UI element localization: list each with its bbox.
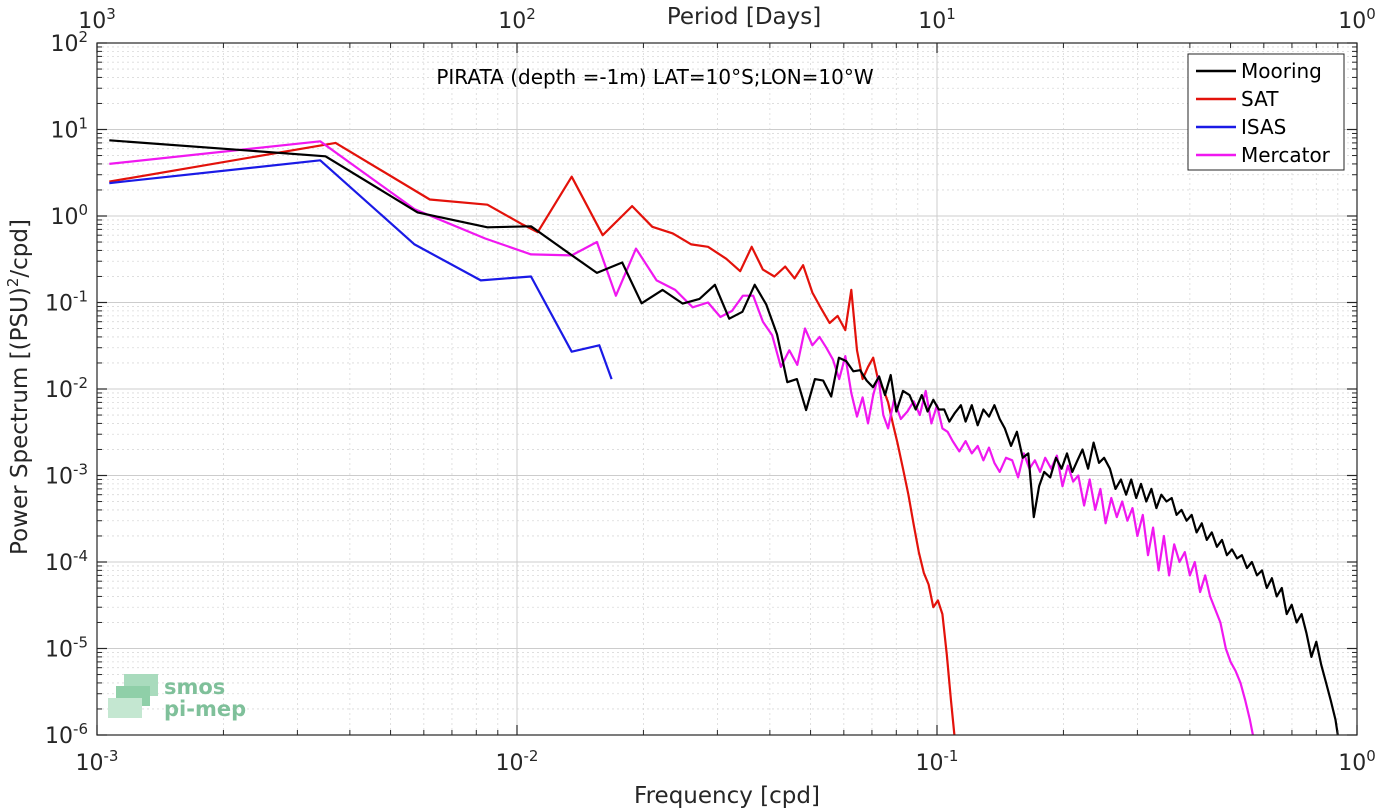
- y-tick-label-base: 10: [45, 638, 73, 663]
- y-axis-label-tail: /cpd]: [7, 219, 33, 278]
- y-tick-label: 10-2: [45, 374, 88, 403]
- y-tick-label: 10-3: [45, 461, 88, 490]
- x-axis-label: Frequency [cpd]: [634, 783, 820, 809]
- top-tick-label-base: 10: [498, 9, 526, 34]
- series-line-mooring: [109, 139, 1339, 735]
- y-tick-label-exponent: -4: [73, 547, 88, 565]
- y-tick-label-exponent: -6: [73, 720, 88, 738]
- top-tick-label: 100: [1338, 5, 1376, 34]
- y-tick-label-base: 10: [45, 551, 73, 576]
- y-tick-label-exponent: -1: [73, 288, 88, 306]
- x-tick-label-base: 10: [916, 751, 944, 776]
- x-tick-label-exponent: 0: [1366, 747, 1376, 765]
- legend-label-sat: SAT: [1241, 87, 1279, 111]
- x-tick-label: 10-1: [916, 747, 959, 776]
- legend-label-isas: ISAS: [1241, 115, 1286, 139]
- series-line-isas: [109, 159, 613, 380]
- y-tick-label-base: 10: [50, 32, 78, 57]
- series-line-sat: [109, 141, 956, 735]
- y-tick-label: 10-5: [45, 634, 88, 663]
- legend-label-mercator: Mercator: [1241, 143, 1331, 167]
- x-tick-label-exponent: -3: [104, 747, 119, 765]
- chart-title: PIRATA (depth =-1m) LAT=10°S;LON=10°W: [436, 65, 874, 89]
- top-tick-label-base: 10: [1338, 9, 1366, 34]
- x-tick-label-exponent: -1: [944, 747, 959, 765]
- smos-pi-mep-logo: smos pi-mep: [108, 674, 246, 721]
- x-tick-label-base: 10: [496, 751, 524, 776]
- x-tick-label: 100: [1338, 747, 1376, 776]
- y-tick-label-base: 10: [50, 119, 78, 144]
- y-tick-label: 10-1: [45, 288, 88, 317]
- top-tick-label-base: 10: [918, 9, 946, 34]
- top-tick-label-exponent: 1: [946, 5, 956, 23]
- x-tick-label: 10-2: [496, 747, 539, 776]
- series-line-mercator: [109, 140, 1254, 735]
- legend-box: [1187, 53, 1345, 171]
- y-axis-label: Power Spectrum [(PSU)2/cpd]: [4, 219, 33, 555]
- y-tick-label-exponent: -3: [73, 461, 88, 479]
- top-tick-label: 102: [498, 5, 536, 34]
- y-tick-label-exponent: 1: [78, 115, 88, 133]
- x-tick-label: 10-3: [76, 747, 119, 776]
- y-tick-label-exponent: -2: [73, 374, 88, 392]
- logo-text-pimep: pi-mep: [164, 697, 246, 721]
- y-tick-label: 10-4: [45, 547, 88, 576]
- top-tick-label: 101: [918, 5, 956, 34]
- logo-text-smos: smos: [164, 675, 225, 699]
- x-tick-label-base: 10: [1338, 751, 1366, 776]
- top-tick-label-exponent: 0: [1366, 5, 1376, 23]
- legend-label-mooring: Mooring: [1241, 59, 1322, 83]
- legend: Mooring SAT ISAS Mercator: [1187, 53, 1345, 171]
- y-tick-label: 101: [50, 115, 88, 144]
- y-tick-label-exponent: 2: [78, 28, 88, 46]
- y-tick-label-base: 10: [45, 378, 73, 403]
- y-tick-label-base: 10: [50, 205, 78, 230]
- y-tick-label: 102: [50, 28, 88, 57]
- top-tick-label-exponent: 2: [526, 5, 536, 23]
- y-tick-label-base: 10: [45, 465, 73, 490]
- y-tick-label: 100: [50, 201, 88, 230]
- y-axis-label-sup: 2: [4, 278, 22, 288]
- top-axis-label: Period [Days]: [667, 4, 821, 30]
- y-tick-label-base: 10: [45, 724, 73, 749]
- y-tick-label: 10-6: [45, 720, 88, 749]
- top-tick-label-base: 10: [78, 9, 106, 34]
- series-layer: [109, 139, 1339, 735]
- y-tick-label-exponent: 0: [78, 201, 88, 219]
- logo-mark-front: [108, 698, 142, 718]
- x-tick-label-base: 10: [76, 751, 104, 776]
- x-tick-label-exponent: -2: [524, 747, 539, 765]
- y-tick-label-base: 10: [45, 292, 73, 317]
- top-tick-label-exponent: 3: [106, 5, 116, 23]
- y-tick-label-exponent: -5: [73, 634, 88, 652]
- top-tick-label: 103: [78, 5, 116, 34]
- y-axis-label-main: Power Spectrum [(PSU): [7, 287, 33, 555]
